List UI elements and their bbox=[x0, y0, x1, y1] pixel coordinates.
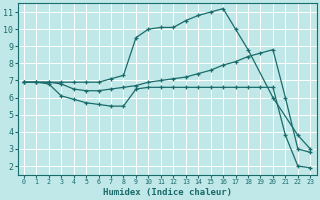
X-axis label: Humidex (Indice chaleur): Humidex (Indice chaleur) bbox=[103, 188, 232, 197]
